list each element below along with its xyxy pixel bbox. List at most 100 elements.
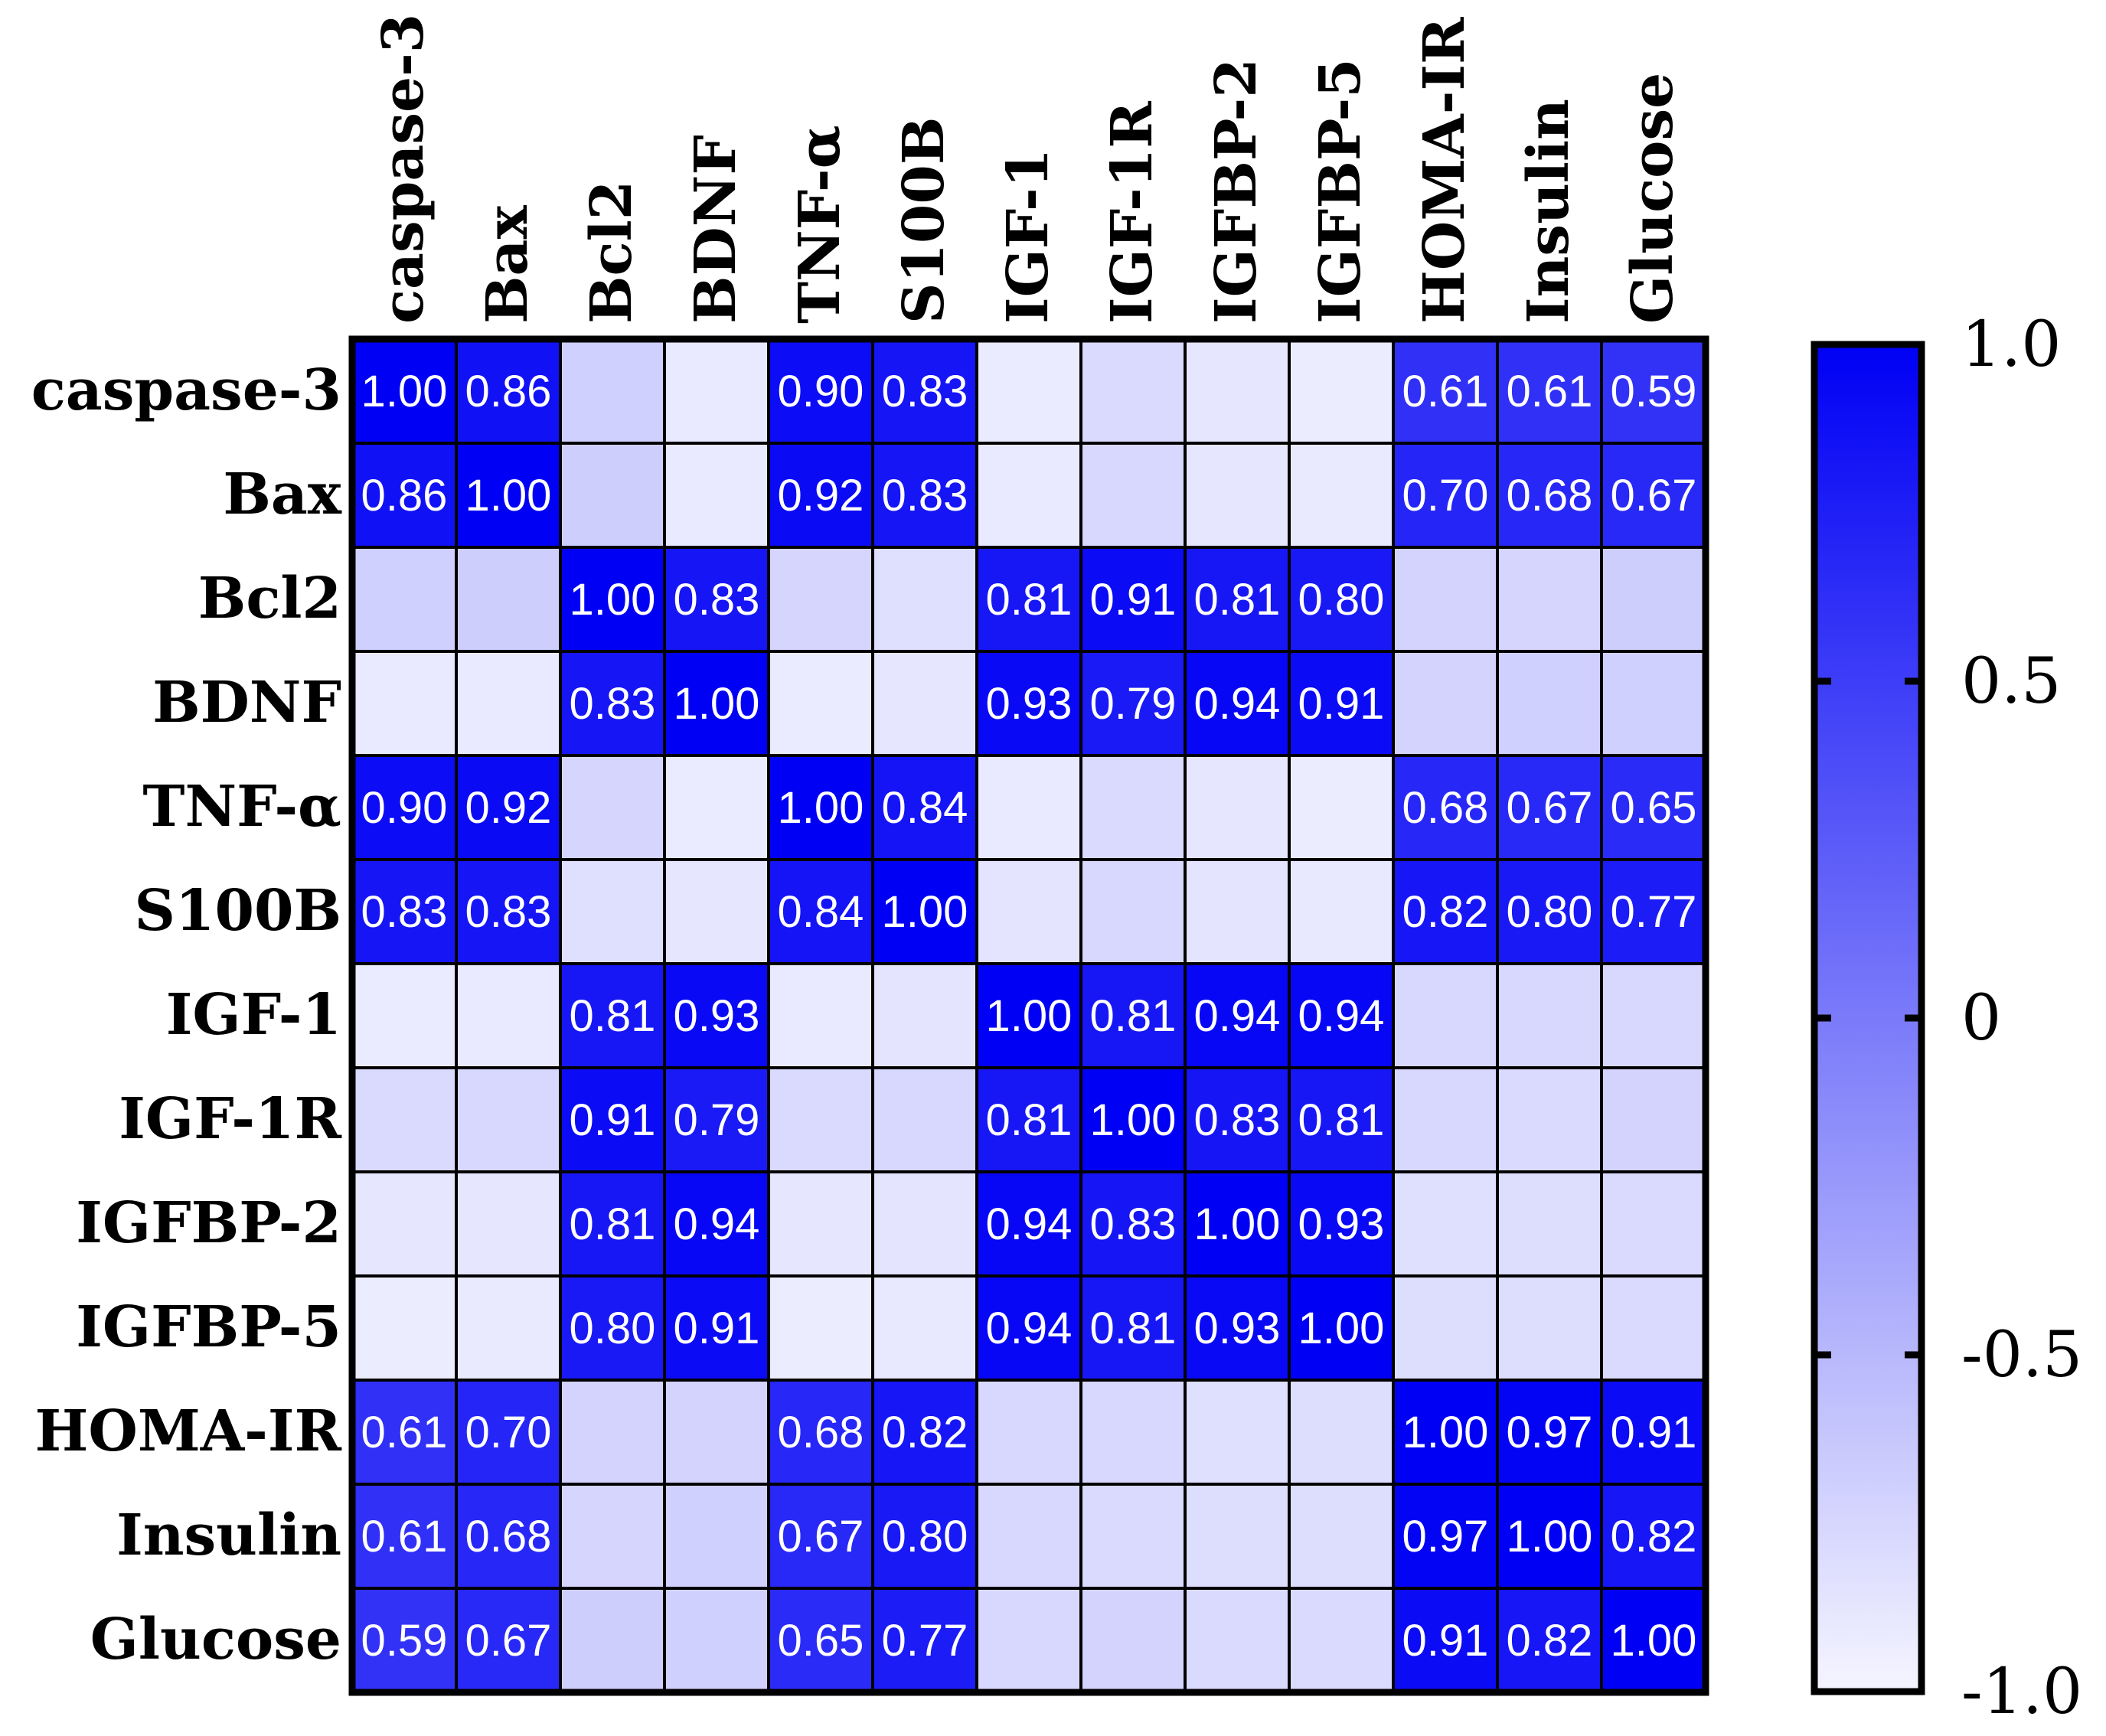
cell-value-label: 0.81 bbox=[1090, 991, 1177, 1041]
heatmap-cell bbox=[455, 858, 562, 965]
cell-value-label: 1.00 bbox=[1298, 1304, 1385, 1353]
row-label: HOMA-IR bbox=[34, 1398, 341, 1464]
cell-value-label: 0.81 bbox=[986, 1095, 1073, 1145]
heatmap-cell bbox=[1079, 1379, 1187, 1486]
heatmap-cell bbox=[1184, 1483, 1291, 1590]
heatmap-cell bbox=[351, 1274, 458, 1382]
column-label: caspase-3 bbox=[371, 14, 436, 324]
cell-value-label: 0.80 bbox=[1298, 575, 1385, 625]
column-label: BDNF bbox=[683, 135, 749, 324]
colorbar-tick-label: -0.5 bbox=[1961, 1319, 2082, 1392]
heatmap-cell bbox=[871, 650, 978, 757]
heatmap-cell bbox=[1600, 858, 1707, 965]
cell-value-label: 0.97 bbox=[1402, 1512, 1489, 1561]
heatmap-cell bbox=[1392, 1066, 1499, 1173]
heatmap-cell bbox=[663, 858, 770, 965]
heatmap-cell bbox=[1496, 546, 1603, 653]
cell-value-label: 0.67 bbox=[465, 1616, 552, 1666]
colorbar-tick-label: -1.0 bbox=[1961, 1656, 2082, 1728]
heatmap-cell bbox=[1184, 1587, 1291, 1694]
heatmap-cell bbox=[663, 1274, 770, 1382]
heatmap-cell bbox=[767, 1483, 874, 1590]
cell-value-label: 1.00 bbox=[1507, 1512, 1593, 1561]
heatmap-cell bbox=[1184, 338, 1291, 445]
heatmap-cell bbox=[975, 962, 1082, 1069]
heatmap-cell bbox=[559, 338, 666, 445]
heatmap-cell bbox=[1288, 650, 1395, 757]
row-labels: caspase-3 Bax Bcl2 BDNF TNF-α S100B IGF-1 IGF-1… bbox=[31, 357, 342, 1672]
heatmap-cell bbox=[1496, 650, 1603, 757]
heatmap-cell bbox=[871, 1274, 978, 1382]
heatmap-cell bbox=[767, 962, 874, 1069]
heatmap-cell bbox=[1496, 1170, 1603, 1278]
heatmap-cell bbox=[1392, 1170, 1499, 1278]
heatmap-cell bbox=[559, 1587, 666, 1694]
cell-value-label: 0.90 bbox=[778, 367, 864, 416]
row-label: IGF-1 bbox=[166, 982, 341, 1048]
heatmap-cell bbox=[663, 1170, 770, 1278]
colorbar-tick-label: 0 bbox=[1961, 982, 2001, 1055]
heatmap-cell bbox=[975, 338, 1082, 445]
cell-value-label: 0.65 bbox=[1611, 783, 1697, 833]
heatmap-cell bbox=[1600, 1274, 1707, 1382]
heatmap-cell bbox=[559, 1483, 666, 1590]
heatmap-cell bbox=[559, 1274, 666, 1382]
heatmap-cell bbox=[663, 442, 770, 549]
heatmap-cell bbox=[1600, 1483, 1707, 1590]
heatmap-cell bbox=[1600, 1170, 1707, 1278]
heatmap-cell bbox=[1288, 546, 1395, 653]
heatmap-cell bbox=[1496, 1066, 1603, 1173]
cell-value-label: 0.90 bbox=[361, 783, 448, 833]
heatmap-cell bbox=[767, 1587, 874, 1694]
row-label: TNF-α bbox=[142, 774, 341, 840]
cell-value-label: 0.81 bbox=[1298, 1095, 1385, 1145]
heatmap-cell bbox=[1496, 1587, 1603, 1694]
cell-value-label: 0.68 bbox=[778, 1408, 864, 1457]
heatmap-cell bbox=[767, 442, 874, 549]
cell-value-label: 0.92 bbox=[465, 783, 552, 833]
heatmap-cell bbox=[1600, 650, 1707, 757]
cell-value-label: 0.59 bbox=[361, 1616, 448, 1666]
column-label: HOMA-IR bbox=[1412, 17, 1477, 324]
cell-value-label: 1.00 bbox=[1611, 1616, 1697, 1666]
heatmap-cell bbox=[351, 442, 458, 549]
heatmap-cell bbox=[1079, 442, 1187, 549]
heatmap-cell bbox=[559, 754, 666, 861]
column-label: Glucose bbox=[1620, 73, 1686, 324]
cell-value-label: 0.77 bbox=[882, 1616, 968, 1666]
heatmap-cell bbox=[559, 442, 666, 549]
cell-value-label: 0.80 bbox=[570, 1304, 656, 1353]
heatmap-cell bbox=[1079, 1587, 1187, 1694]
cell-value-label: 0.93 bbox=[1298, 1199, 1385, 1249]
cell-value-label: 0.84 bbox=[778, 887, 864, 937]
heatmap-cell bbox=[559, 1379, 666, 1486]
cell-value-label: 0.94 bbox=[986, 1304, 1073, 1353]
cell-value-label: 0.70 bbox=[465, 1408, 552, 1457]
heatmap-cell bbox=[975, 1379, 1082, 1486]
cell-value-label: 0.94 bbox=[674, 1199, 760, 1249]
cell-value-label: 0.61 bbox=[361, 1512, 448, 1561]
heatmap-cell bbox=[351, 1379, 458, 1486]
colorbar-tick-label: 1.0 bbox=[1961, 308, 2061, 381]
heatmap-cell bbox=[1288, 338, 1395, 445]
cell-value-label: 0.83 bbox=[882, 471, 968, 520]
colorbar-ticks: 1.0 0.5 0 -0.5 -1.0 bbox=[1814, 308, 2082, 1728]
heatmap-cell bbox=[975, 442, 1082, 549]
row-label: S100B bbox=[135, 878, 341, 944]
heatmap-cell bbox=[663, 338, 770, 445]
heatmap-cell bbox=[1392, 1274, 1499, 1382]
cell-value-label: 0.68 bbox=[1507, 471, 1593, 520]
heatmap-cell bbox=[1184, 442, 1291, 549]
heatmap-cell bbox=[871, 546, 978, 653]
heatmap-cell bbox=[351, 1066, 458, 1173]
cell-value-label: 0.59 bbox=[1611, 367, 1697, 416]
cell-value-label: 0.91 bbox=[1090, 575, 1177, 625]
cell-value-label: 0.83 bbox=[465, 887, 552, 937]
heatmap-cell bbox=[351, 1587, 458, 1694]
cell-value-label: 0.68 bbox=[1402, 783, 1489, 833]
cell-value-label: 0.91 bbox=[674, 1304, 760, 1353]
heatmap-cell bbox=[871, 1170, 978, 1278]
heatmap-cell bbox=[1184, 754, 1291, 861]
heatmap-cell bbox=[1600, 546, 1707, 653]
